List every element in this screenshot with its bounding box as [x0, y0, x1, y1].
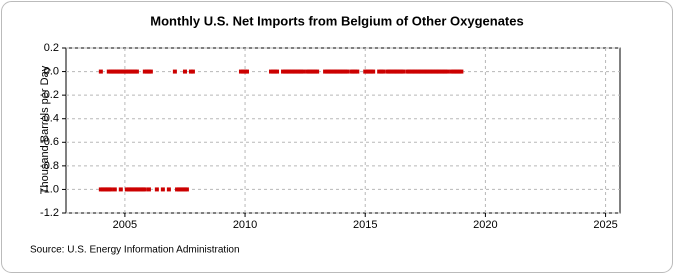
point: [449, 69, 454, 74]
point: [182, 69, 187, 74]
point: [130, 187, 135, 192]
point: [275, 69, 280, 74]
point: [301, 69, 306, 74]
point: [142, 69, 147, 74]
point: [401, 69, 406, 74]
point: [443, 69, 448, 74]
point: [98, 69, 103, 74]
point: [345, 69, 350, 74]
point: [108, 187, 113, 192]
point: [281, 69, 286, 74]
point: [293, 69, 298, 74]
point: [136, 187, 141, 192]
point: [124, 69, 129, 74]
y-tick-label: 0.2: [44, 42, 59, 54]
plot-area: [65, 47, 621, 214]
point: [377, 69, 382, 74]
y-tick-label: -0.4: [40, 113, 59, 125]
point: [100, 187, 105, 192]
point: [437, 69, 442, 74]
point: [335, 69, 340, 74]
point: [305, 69, 310, 74]
point: [244, 69, 249, 74]
source: Source: U.S. Energy Information Administ…: [30, 245, 240, 256]
point: [323, 69, 328, 74]
y-tick-label: -0.8: [40, 160, 59, 172]
x-tick-label: 2020: [473, 219, 497, 231]
x-tick-label: 2025: [593, 219, 617, 231]
x-tick-label: 2015: [353, 219, 377, 231]
point: [445, 69, 450, 74]
point: [381, 69, 386, 74]
point: [148, 69, 153, 74]
point: [315, 69, 320, 74]
y-tick-label: -1.0: [40, 183, 59, 195]
point: [425, 69, 430, 74]
point: [371, 69, 376, 74]
point: [130, 69, 135, 74]
y-tick-label: -1.2: [40, 207, 59, 219]
point: [160, 187, 165, 192]
point: [118, 69, 123, 74]
point: [184, 187, 189, 192]
point: [287, 69, 292, 74]
point: [341, 69, 346, 74]
point: [238, 69, 243, 74]
y-tick-label: 0.0: [44, 65, 59, 77]
point: [431, 69, 436, 74]
point: [106, 187, 111, 192]
point: [353, 69, 358, 74]
point: [269, 69, 274, 74]
point: [134, 69, 139, 74]
point: [355, 69, 360, 74]
point: [154, 187, 159, 192]
point: [365, 69, 370, 74]
point: [112, 187, 117, 192]
point: [395, 69, 400, 74]
point: [106, 69, 111, 74]
y-tick-label: -0.6: [40, 136, 59, 148]
y-axis-label: Thousand Barrels per Day: [39, 65, 51, 194]
point: [146, 187, 151, 192]
point: [329, 69, 334, 74]
point: [124, 187, 129, 192]
x-tick-label: 2005: [113, 219, 137, 231]
point: [299, 69, 304, 74]
point: [190, 69, 195, 74]
point: [311, 69, 316, 74]
point: [389, 69, 394, 74]
point: [172, 69, 177, 74]
point: [413, 69, 418, 74]
point: [419, 69, 424, 74]
point: [142, 187, 147, 192]
point: [166, 187, 171, 192]
point: [112, 69, 117, 74]
point: [178, 187, 183, 192]
point: [459, 69, 464, 74]
y-tick-label: -0.2: [40, 89, 59, 101]
x-tick-label: 2010: [233, 219, 257, 231]
point: [455, 69, 460, 74]
point: [407, 69, 412, 74]
point: [118, 187, 123, 192]
chart-title: Monthly U.S. Net Imports from Belgium of…: [150, 13, 523, 28]
